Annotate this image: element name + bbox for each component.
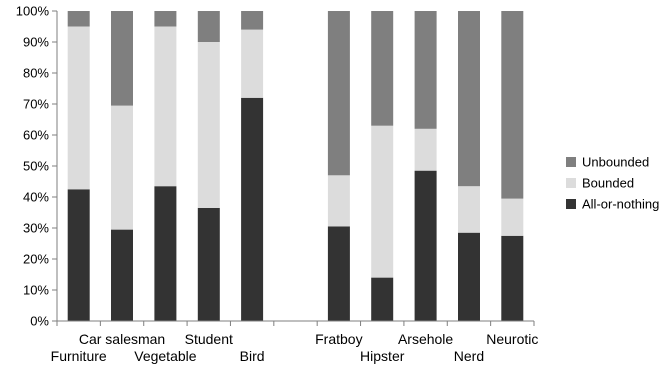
y-tick-label: 80% [23,66,49,81]
y-tick-label: 100% [16,4,50,19]
x-category-label: Car salesman [79,331,165,347]
bar-segment-unbounded-8 [414,11,437,129]
bar-segment-bounded-7 [371,125,394,278]
axes-layer [52,10,535,326]
y-tick-label: 10% [23,283,49,298]
bar-segment-bounded-9 [458,186,480,233]
legend-swatch-all-or-nothing [566,199,576,209]
bar-segment-unbounded-2 [154,11,177,27]
bar-segment-bounded-3 [197,42,220,208]
x-category-label: Neurotic [486,331,538,347]
y-tick-label: 0% [30,314,49,329]
y-tick-label: 30% [23,221,49,236]
bar-segment-all-or-nothing-8 [414,170,437,321]
bars-layer [67,11,524,322]
bar-segment-bounded-2 [154,26,177,187]
bar-segment-unbounded-3 [197,11,220,42]
bar-segment-all-or-nothing-7 [371,277,394,321]
y-tick-label: 20% [23,252,49,267]
bar-segment-all-or-nothing-9 [458,232,480,321]
bar-segment-all-or-nothing-3 [197,207,220,321]
bar-segment-bounded-4 [241,29,264,98]
bar-segment-unbounded-7 [371,11,394,126]
legend-label-all-or-nothing: All-or-nothing [582,197,659,212]
legend-swatch-unbounded [566,157,576,167]
bar-segment-all-or-nothing-6 [327,226,350,321]
bar-segment-unbounded-0 [67,11,90,27]
bar-segment-all-or-nothing-1 [111,229,133,321]
bar-segment-all-or-nothing-4 [241,97,264,321]
legend: Unbounded Bounded All-or-nothing [566,155,659,212]
bar-segment-bounded-6 [327,175,350,227]
bar-segment-bounded-1 [111,105,133,230]
bar-segment-all-or-nothing-2 [154,186,177,321]
bar-segment-unbounded-6 [327,11,350,176]
bar-segment-unbounded-4 [241,11,264,30]
x-category-label: Hipster [360,348,405,364]
bar-segment-all-or-nothing-10 [501,235,524,322]
y-tick-label: 60% [23,128,49,143]
x-category-label: Vegetable [134,348,196,364]
bar-segment-all-or-nothing-0 [67,189,90,322]
legend-label-unbounded: Unbounded [582,155,649,170]
x-category-label: Bird [240,348,265,364]
bar-segment-unbounded-9 [458,11,480,187]
y-tick-label: 50% [23,159,49,174]
x-category-label: Fratboy [315,331,362,347]
y-tick-label: 70% [23,97,49,112]
legend-swatch-bounded [566,178,576,188]
y-tick-labels: 0% 10% 20% 30% 40% 50% 60% 70% 80% 90% 100% [16,4,50,329]
y-tick-label: 90% [23,35,49,50]
x-category-label: Student [185,331,233,347]
x-category-label: Furniture [51,348,107,364]
x-category-label: Arsehole [398,331,453,347]
bar-segment-bounded-0 [67,26,90,190]
bar-segment-bounded-8 [414,128,437,171]
bar-segment-unbounded-10 [501,11,524,199]
bar-segment-unbounded-1 [111,11,133,106]
bar-segment-bounded-10 [501,198,524,236]
y-tick-label: 40% [23,190,49,205]
x-category-label: Nerd [454,348,484,364]
legend-label-bounded: Bounded [582,176,634,191]
